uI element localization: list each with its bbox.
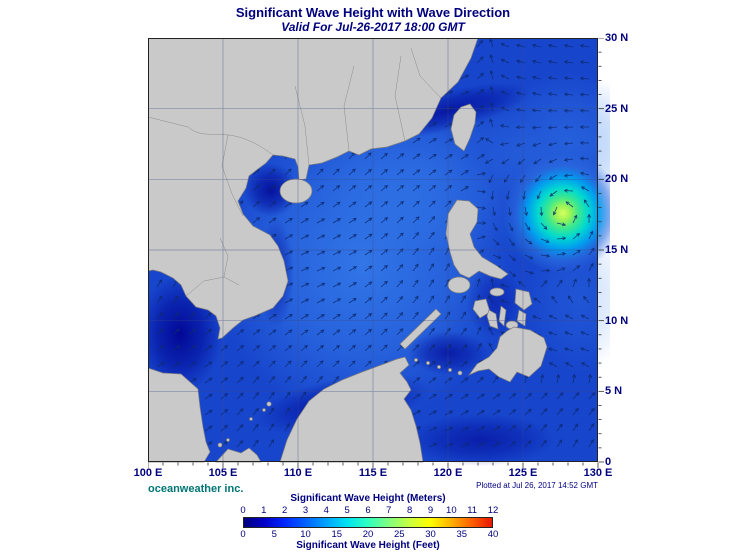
y-axis-label: 10 N: [605, 314, 629, 327]
island-samar: [514, 288, 533, 311]
storm-wave-maximum: [503, 153, 623, 273]
island-panay: [472, 298, 491, 319]
y-axis-label: 5 N: [605, 385, 623, 398]
meters-tick-label: 5: [344, 505, 350, 516]
x-axis-label: 105 E: [208, 467, 238, 479]
meters-tick-label: 11: [467, 505, 478, 516]
island-hainan: [279, 178, 313, 204]
meters-tick-label: 10: [446, 505, 457, 516]
y-axis-label: 0: [605, 456, 612, 468]
riau-islands: [217, 438, 230, 448]
island-leyte: [516, 309, 527, 327]
feet-tick-label: 0: [240, 529, 246, 540]
island-luzon: [445, 199, 509, 280]
feet-tick-label: 10: [300, 529, 311, 540]
y-axis-label: 15 N: [605, 244, 629, 256]
island-taiwan: [450, 103, 477, 152]
feet-tick-label: 40: [487, 529, 499, 540]
meters-tick-label: 9: [427, 505, 434, 516]
land-china-indochina: [147, 37, 479, 340]
natuna-islands: [249, 401, 272, 421]
island-masbate: [489, 287, 505, 297]
meters-tick-label: 12: [487, 505, 499, 516]
island-mindanao: [467, 326, 548, 383]
meters-tick-label: 4: [323, 505, 329, 516]
island-borneo: [279, 356, 424, 463]
y-axis-label: 20 N: [605, 173, 629, 186]
map-canvas: [138, 37, 653, 468]
meters-tick-label: 0: [240, 505, 246, 516]
legend-meters-ticks: 0 1 2 3 4 5 6 7 8 9 10 11 12: [240, 505, 498, 516]
feet-tick-label: 15: [331, 529, 343, 540]
meters-tick-label: 8: [407, 505, 413, 516]
wave-map: [138, 37, 653, 474]
feet-tick-label: 20: [362, 529, 374, 540]
meters-tick-label: 6: [365, 505, 371, 516]
meters-tick-label: 1: [261, 505, 267, 516]
credit-text: oceanweather inc.: [148, 483, 244, 495]
feet-tick-label: 30: [425, 529, 436, 540]
x-axis-label: 120 E: [433, 467, 463, 479]
page-subtitle: Valid For Jul-26-2017 18:00 GMT: [281, 20, 465, 34]
legend-feet-label: Significant Wave Height (Feet): [296, 540, 440, 551]
y-axis-label: 25 N: [605, 102, 629, 115]
x-axis-label: 100 E: [133, 467, 163, 479]
x-axis-label: 125 E: [508, 467, 538, 479]
meters-tick-label: 2: [282, 505, 288, 516]
island-negros: [486, 309, 499, 330]
page-title: Significant Wave Height with Wave Direct…: [235, 5, 511, 20]
sulu-archipelago: [414, 358, 463, 376]
y-axis-label: 30 N: [605, 32, 629, 44]
plotted-timestamp: Plotted at Jul 26, 2017 14:52 GMT: [476, 481, 598, 490]
feet-tick-label: 5: [271, 529, 277, 540]
meters-tick-label: 3: [302, 505, 309, 516]
legend-colorbar: [243, 517, 493, 528]
x-axis-label: 130 E: [583, 467, 613, 479]
legend-feet-ticks: 0 5 10 15 20 25 30 35 40: [240, 529, 498, 540]
axis-ticks: [147, 37, 604, 468]
legend-meters-label: Significant Wave Height (Meters): [290, 493, 446, 504]
x-axis-label: 115 E: [358, 467, 388, 479]
grid-lines: [148, 38, 598, 462]
meters-tick-label: 7: [386, 505, 392, 516]
x-axis-label: 110 E: [283, 467, 313, 479]
feet-tick-label: 35: [456, 529, 468, 540]
island-mindoro: [447, 276, 471, 294]
map-frame: [148, 38, 598, 462]
feet-tick-label: 25: [393, 529, 405, 540]
